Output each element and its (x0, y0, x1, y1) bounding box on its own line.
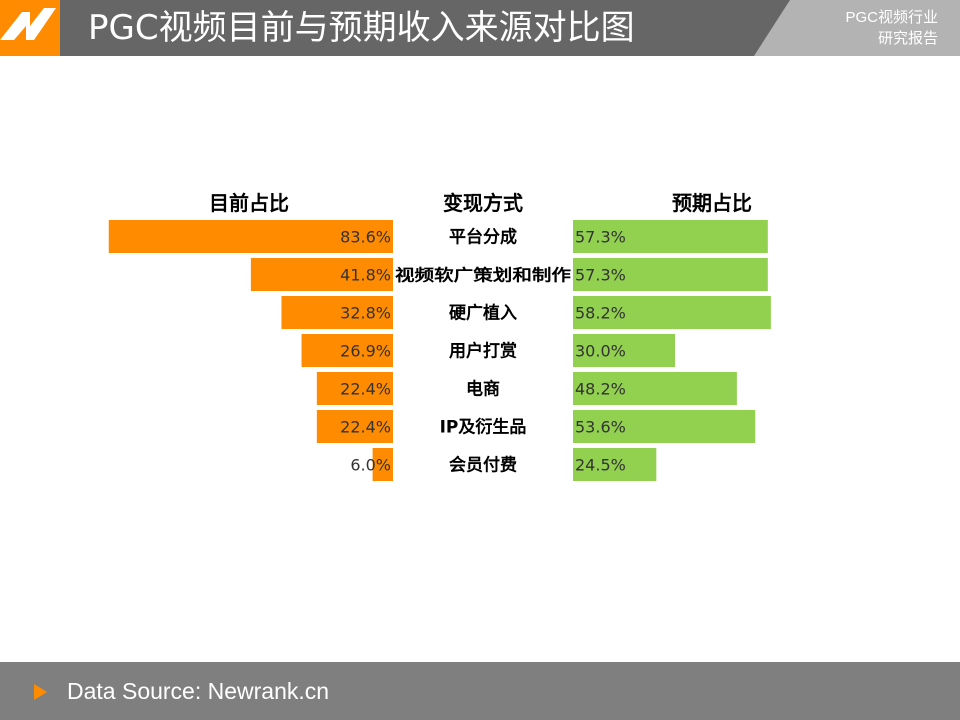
data-label-current: 6.0% (350, 456, 391, 475)
data-label-current: 22.4% (340, 380, 391, 399)
category-label: 硬广植入 (449, 303, 517, 324)
data-label-expected: 57.3% (575, 266, 626, 285)
bar-expected (573, 258, 768, 291)
n-logo-icon (0, 0, 60, 56)
data-source: Data Source: Newrank.cn (67, 678, 330, 704)
bar-expected (573, 220, 768, 253)
bar-expected (573, 410, 756, 443)
bar-current (250, 258, 393, 291)
footer-bar: Data Source: Newrank.cn (0, 662, 960, 720)
revenue-comparison-chart: 目前占比 变现方式 预期占比 83.6% 57.3% 平台分成 41.8% 57.3%视频软广… (108, 191, 771, 481)
triangle-right-icon (34, 684, 47, 700)
data-label-current: 26.9% (340, 342, 391, 361)
category-label: 视频软广策划和制作 (395, 266, 571, 285)
category-label: 电商 (466, 379, 500, 400)
bar-expected (573, 448, 657, 481)
bar-current (281, 296, 393, 329)
bar-current (372, 448, 393, 481)
data-label-current: 32.8% (340, 304, 391, 323)
header-category: 变现方式 (443, 191, 523, 215)
report-tag: PGC视频行业 研究报告 (754, 0, 960, 56)
data-label-expected: 24.5% (575, 456, 626, 475)
category-label: IP及衍生品 (440, 417, 527, 438)
bar-expected (573, 372, 737, 405)
category-label: 会员付费 (449, 455, 517, 476)
data-label-expected: 53.6% (575, 418, 626, 437)
bar-expected (573, 334, 675, 367)
header-bar: PGC视频目前与预期收入来源对比图 PGC视频行业 研究报告 (0, 0, 960, 56)
data-label-expected: 30.0% (575, 342, 626, 361)
bar-current (316, 410, 393, 443)
category-label: 平台分成 (449, 227, 517, 248)
data-label-expected: 58.2% (575, 304, 626, 323)
data-label-expected: 57.3% (575, 228, 626, 247)
data-label-current: 83.6% (340, 228, 391, 247)
data-label-expected: 48.2% (575, 380, 626, 399)
bar-expected (573, 296, 771, 329)
header-current: 目前占比 (209, 191, 289, 215)
page-title: PGC视频目前与预期收入来源对比图 (88, 8, 635, 48)
category-label: 用户打赏 (449, 341, 517, 362)
report-tag-line2: 研究报告 (877, 30, 938, 47)
data-label-current: 22.4% (340, 418, 391, 437)
data-label-current: 41.8% (340, 266, 391, 285)
bar-current (316, 372, 393, 405)
report-tag-line1: PGC视频行业 (845, 9, 938, 26)
bar-current (108, 220, 393, 253)
bar-current (301, 334, 393, 367)
header-expected: 预期占比 (672, 191, 752, 215)
